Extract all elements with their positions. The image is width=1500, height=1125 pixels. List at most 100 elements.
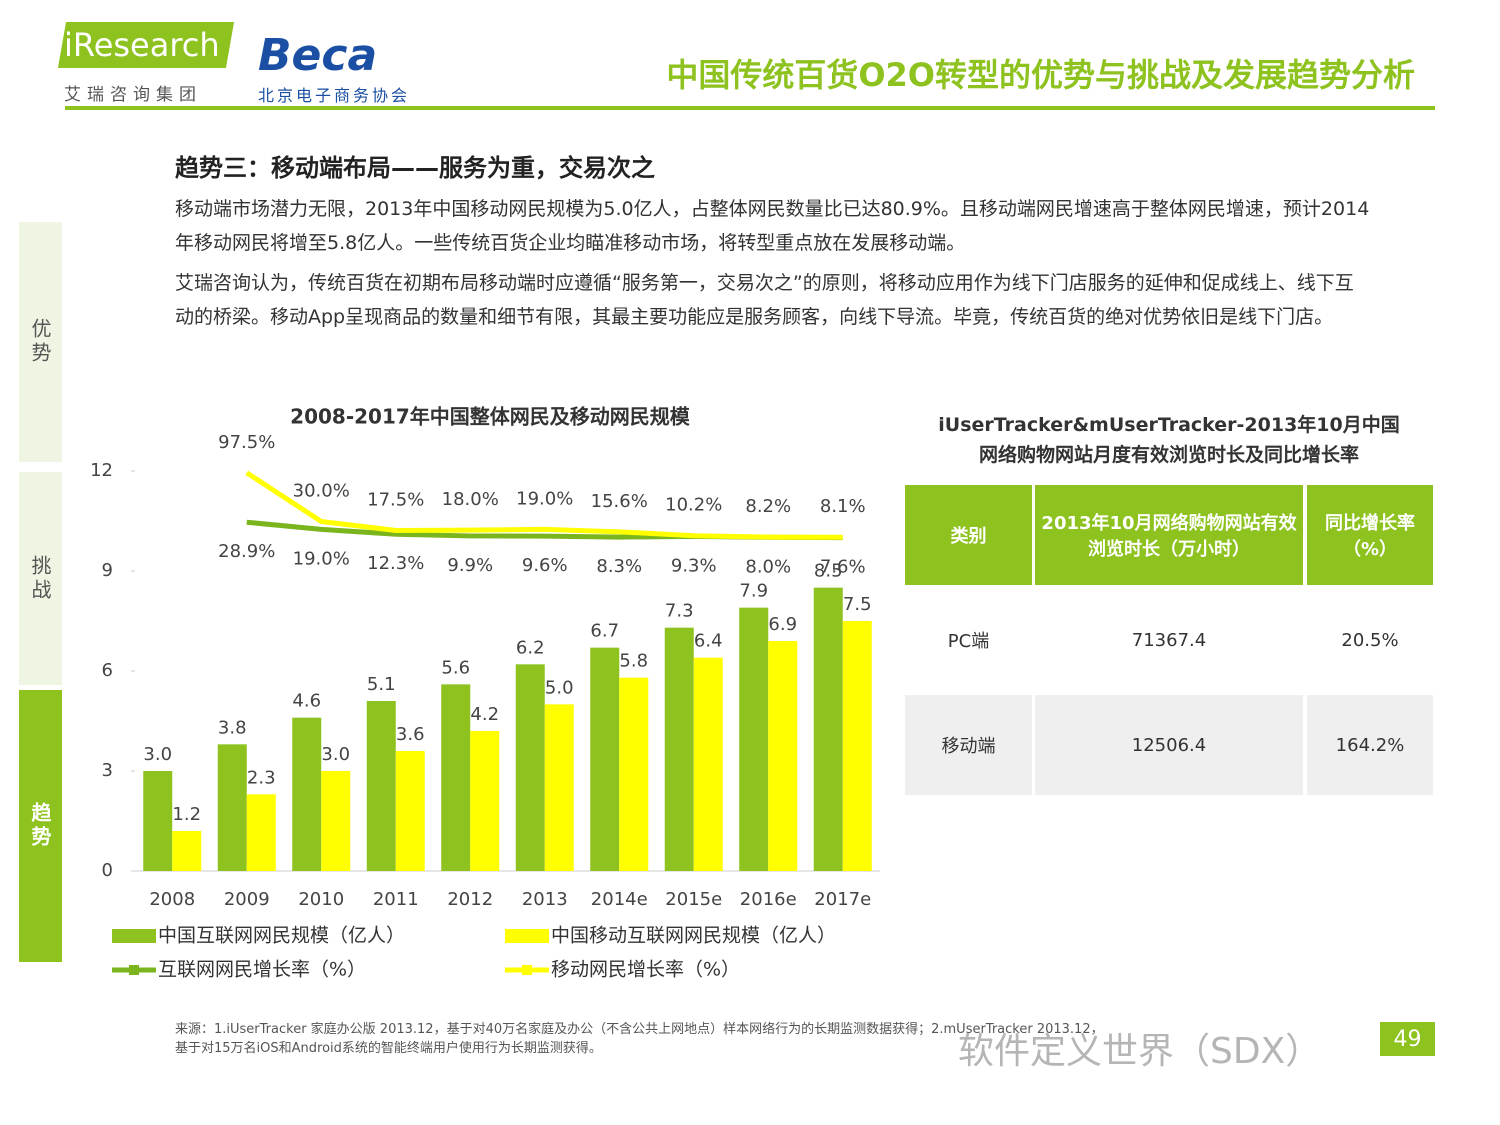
data-label: 6.9 — [768, 614, 797, 635]
legend-label: 中国互联网网民规模（亿人） — [158, 925, 405, 947]
table-title-line: 网络购物网站月度有效浏览时长及同比增长率 — [978, 444, 1359, 466]
x-tick-label: 2008 — [149, 889, 195, 910]
data-label: 15.6% — [591, 491, 648, 512]
data-label: 30.0% — [293, 480, 350, 501]
x-tick-label: 2014e — [591, 889, 648, 910]
bar — [470, 731, 500, 871]
data-label: 1.2 — [172, 804, 201, 825]
bar — [172, 831, 202, 871]
bar — [842, 621, 872, 871]
table-cell: 20.5% — [1307, 590, 1433, 690]
chart-title: 2008-2017年中国整体网民及移动网民规模 — [290, 405, 691, 429]
data-label: 10.2% — [665, 495, 722, 516]
data-label: 17.5% — [367, 489, 424, 510]
bar — [321, 771, 351, 871]
y-tick-label: 12 — [90, 460, 113, 481]
rule — [65, 106, 1435, 110]
data-label: 19.0% — [516, 488, 573, 509]
x-tick-label: 2010 — [298, 889, 344, 910]
table-cell: 移动端 — [905, 695, 1032, 795]
table-cell: 164.2% — [1307, 695, 1433, 795]
data-label: 9.3% — [671, 555, 717, 576]
data-label: 9.6% — [522, 555, 568, 576]
y-tick-label: 9 — [102, 560, 113, 581]
data-label: 4.2 — [470, 704, 499, 725]
table-cell: 2013年10月网络购物网站有效浏览时长（万小时） — [1035, 485, 1303, 585]
x-tick-label: 2013 — [522, 889, 568, 910]
bar — [739, 607, 769, 871]
bar — [544, 704, 574, 871]
source-line: 基于对15万名iOS和Android系统的智能终端用户使用行为长期监测获得。 — [175, 1041, 602, 1056]
paragraph: 艾瑞咨询认为，传统百货在初期布局移动端时应遵循“服务第一，交易次之”的原则，将移… — [175, 272, 1354, 328]
bar — [515, 664, 545, 871]
source-line: 来源：1.iUserTracker 家庭办公版 2013.12，基于对40万名家… — [175, 1022, 1104, 1037]
table-title-line: iUserTracker&mUserTracker-2013年10月中国 — [938, 414, 1400, 436]
logo: iResearch — [64, 26, 220, 64]
legend-label: 中国移动互联网网民规模（亿人） — [551, 925, 836, 947]
watermark: 软件定义世界（SDX） — [958, 1031, 1322, 1072]
table-cell: PC端 — [905, 590, 1032, 690]
data-label: 5.0 — [545, 677, 574, 698]
chart: 2008-2017年中国整体网民及移动网民规模 0 3 6 9 12 2008 2009 201… — [90, 405, 880, 981]
data-label: 3.0 — [143, 744, 172, 765]
x-tick-label: 2009 — [224, 889, 270, 910]
y-tick-label: 0 — [102, 860, 113, 881]
table-cell: 12506.4 — [1035, 695, 1303, 795]
section-heading: 趋势三：移动端布局——服务为重，交易次之 — [175, 154, 655, 182]
source: 来源：1.iUserTracker 家庭办公版 2013.12，基于对40万名家… — [175, 1020, 1104, 1058]
side-tab: 挑战 — [19, 472, 62, 685]
x-tick-label: 2012 — [447, 889, 493, 910]
data-label: 8.0% — [745, 556, 791, 577]
data-label: 8.2% — [745, 496, 791, 517]
page-title: 中国传统百货O2O转型的优势与挑战及发展趋势分析 — [666, 56, 1415, 94]
table-cell: 同比增长率（%） — [1307, 485, 1433, 585]
paragraph: 移动端市场潜力无限，2013年中国移动网民规模为5.0亿人，占整体网民数量比已达… — [175, 198, 1370, 254]
side-tab: 趋势 — [19, 690, 62, 962]
bar — [664, 627, 694, 871]
bar — [441, 684, 471, 871]
data-label: 5.1 — [367, 674, 396, 695]
legend-marker — [522, 965, 532, 975]
y-tick-label: 3 — [102, 760, 113, 781]
data-label: 6.4 — [694, 631, 723, 652]
data-label: 6.2 — [516, 637, 545, 658]
legend-label: 互联网网民增长率（%） — [158, 959, 366, 981]
data-label: 9.9% — [447, 555, 493, 576]
legend-marker — [129, 965, 139, 975]
logo: Beca — [258, 30, 378, 81]
data-label: 7.3 — [665, 601, 694, 622]
data-label: 3.6 — [396, 724, 425, 745]
data-label: 3.8 — [218, 717, 247, 738]
data-label: 8.1% — [820, 496, 866, 517]
y-tick-label: 6 — [102, 660, 113, 681]
data-label: 7.6% — [820, 557, 866, 578]
table-cell: 类别 — [905, 485, 1032, 585]
line — [245, 470, 843, 540]
data-label: 18.0% — [442, 489, 499, 510]
legend-swatch — [112, 929, 156, 943]
x-tick-label: 2017e — [814, 889, 871, 910]
data-label: 12.3% — [367, 553, 424, 574]
data-label: 28.9% — [218, 541, 275, 562]
bar — [292, 717, 322, 871]
legend-label: 移动网民增长率（%） — [551, 959, 740, 981]
data-label: 97.5% — [218, 432, 275, 453]
data-label: 8.5 — [814, 561, 843, 582]
bar — [143, 771, 173, 871]
bar — [217, 744, 247, 871]
data-label: 3.0 — [321, 744, 350, 765]
data-label: 8.3% — [596, 556, 642, 577]
data-label: 5.6 — [441, 657, 470, 678]
bar — [768, 641, 798, 871]
table-title: iUserTracker&mUserTracker-2013年10月中国 网络购物… — [905, 410, 1433, 470]
data-label: 6.7 — [590, 621, 619, 642]
data-label: 5.8 — [619, 651, 648, 672]
side-tab: 优势 — [19, 222, 62, 462]
x-tick-label: 2015e — [665, 889, 722, 910]
data-label: 7.5 — [843, 594, 872, 615]
data-label: 7.9 — [739, 581, 768, 602]
x-tick-label: 2011 — [373, 889, 419, 910]
table-cell: 71367.4 — [1035, 590, 1303, 690]
bar — [366, 701, 396, 871]
